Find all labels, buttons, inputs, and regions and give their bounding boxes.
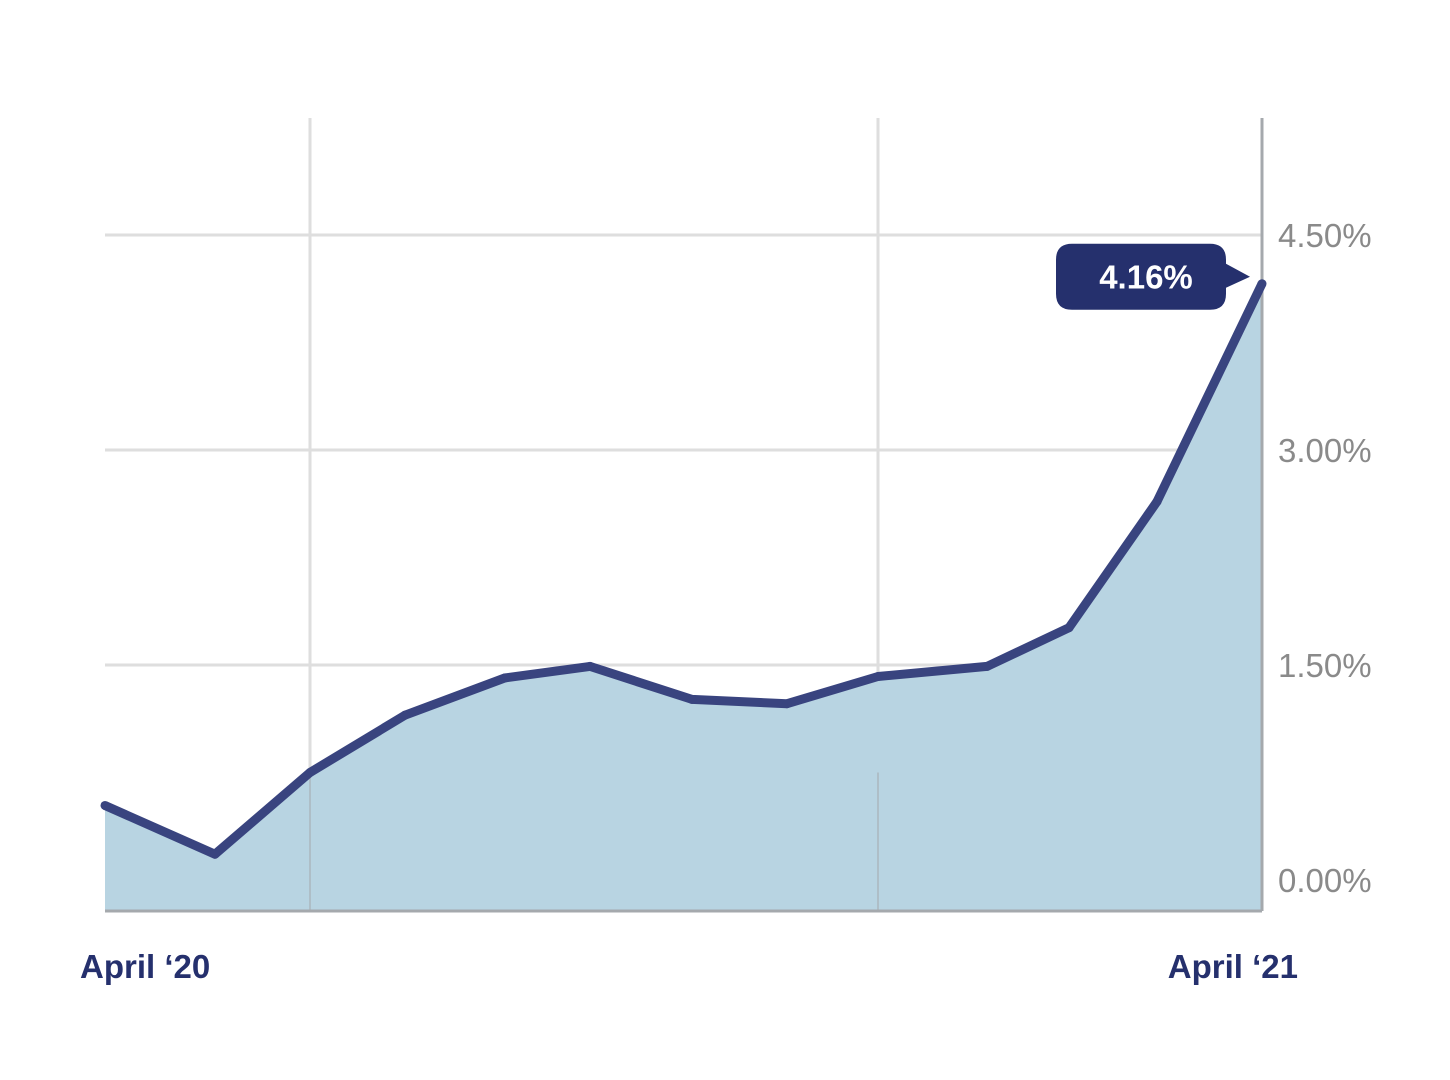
data-point xyxy=(1064,623,1074,633)
y-tick-label: 0.00% xyxy=(1278,862,1372,899)
y-tick-labels: 0.00% 1.50% 3.00% 4.50% xyxy=(1278,217,1372,899)
data-point xyxy=(500,673,510,683)
y-tick-label: 4.50% xyxy=(1278,217,1372,254)
data-point xyxy=(585,661,595,671)
data-point xyxy=(1152,497,1162,507)
x-axis-end-label: April ‘21 xyxy=(1168,948,1298,985)
data-point xyxy=(873,671,883,681)
data-point xyxy=(100,800,110,810)
data-point xyxy=(1257,279,1267,289)
area-fill xyxy=(105,283,1262,911)
y-tick-label: 3.00% xyxy=(1278,432,1372,469)
data-point xyxy=(210,849,220,859)
data-point xyxy=(687,694,697,704)
data-point xyxy=(400,710,410,720)
callout-bubble xyxy=(1056,243,1250,310)
x-axis-start-label: April ‘20 xyxy=(80,948,210,985)
callout-label: 4.16% xyxy=(1099,259,1193,296)
data-points xyxy=(100,279,1267,859)
value-callout: 4.16% xyxy=(1056,243,1250,310)
y-tick-label: 1.50% xyxy=(1278,647,1372,684)
data-point xyxy=(782,699,792,709)
axis-layer xyxy=(105,118,1264,913)
data-point xyxy=(982,661,992,671)
data-point xyxy=(305,768,315,777)
